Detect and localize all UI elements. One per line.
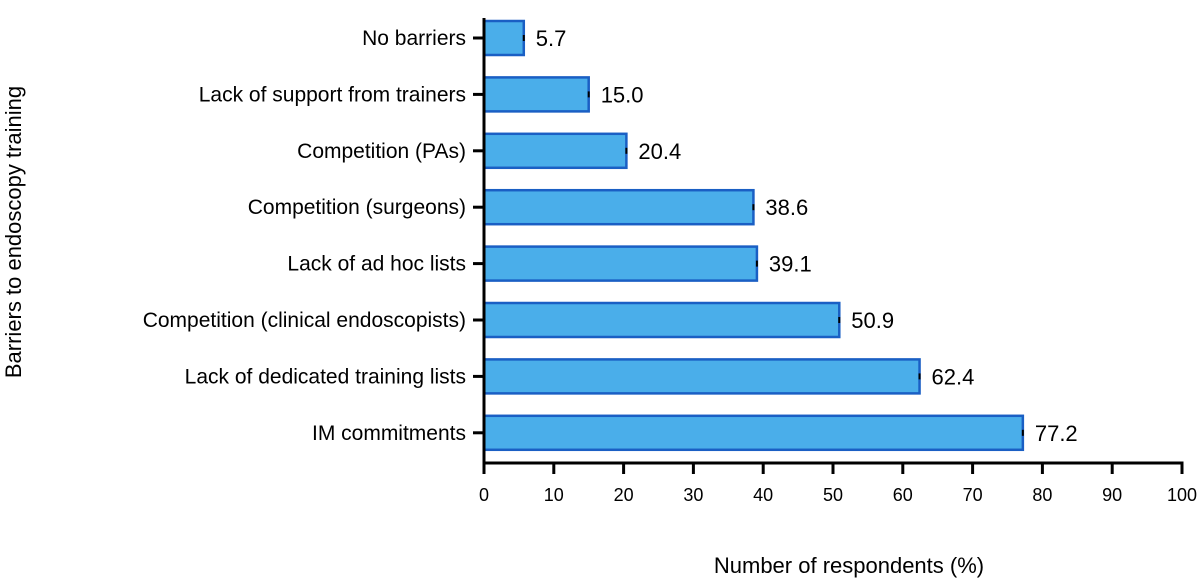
bar-lack-of-ad-hoc-lists [482,245,759,282]
bar-competition-surgeons [482,188,755,226]
value-label-competition-clinical-endoscopists: 50.9 [851,308,894,333]
ticks-layer: No barriers Lack of support from trainers… [143,27,1197,505]
x-tick-label-70: 70 [963,485,983,505]
value-label-competition-pas: 20.4 [638,139,681,164]
bar-competition-pas [482,132,628,170]
category-label-competition-pas: Competition (PAs) [297,140,466,163]
x-tick-label-80: 80 [1032,485,1052,505]
value-label-lack-of-support-from-trainers: 15.0 [601,82,644,107]
bar-lack-of-support-from-trainers [482,76,590,113]
x-tick-label-60: 60 [893,485,913,505]
x-tick-label-50: 50 [823,485,843,505]
value-label-im-commitments: 77.2 [1035,421,1078,446]
category-label-lack-of-ad-hoc-lists: Lack of ad hoc lists [287,253,466,276]
bar-lack-of-dedicated-training-lists [482,358,921,395]
y-axis-title: Barriers to endoscopy training [1,86,26,378]
value-label-no-barriers: 5.7 [536,26,567,51]
category-label-lack-of-support-from-trainers: Lack of support from trainers [199,83,466,106]
value-label-lack-of-ad-hoc-lists: 39.1 [769,252,812,277]
bar-competition-clinical-endoscopists [482,301,841,339]
x-tick-label-20: 20 [614,485,634,505]
value-label-competition-surgeons: 38.6 [765,195,808,220]
x-tick-label-100: 100 [1167,485,1197,505]
category-label-competition-clinical-endoscopists: Competition (clinical endoscopists) [143,309,466,332]
value-label-lack-of-dedicated-training-lists: 62.4 [932,364,975,389]
x-tick-label-40: 40 [753,485,773,505]
bar-im-commitments [482,414,1025,452]
category-label-lack-of-dedicated-training-lists: Lack of dedicated training lists [185,365,466,388]
x-tick-label-30: 30 [683,485,703,505]
x-tick-label-0: 0 [479,485,489,505]
category-label-competition-surgeons: Competition (surgeons) [248,196,466,219]
bar-no-barriers [482,19,526,57]
x-axis-title: Number of respondents (%) [714,553,984,578]
x-tick-label-10: 10 [544,485,564,505]
category-label-im-commitments: IM commitments [312,422,466,445]
x-tick-label-90: 90 [1102,485,1122,505]
category-label-no-barriers: No barriers [362,27,466,50]
bars-layer: 5.7 15.0 20.4 38.6 39.1 50.9 62.4 77.2 [482,19,1078,452]
